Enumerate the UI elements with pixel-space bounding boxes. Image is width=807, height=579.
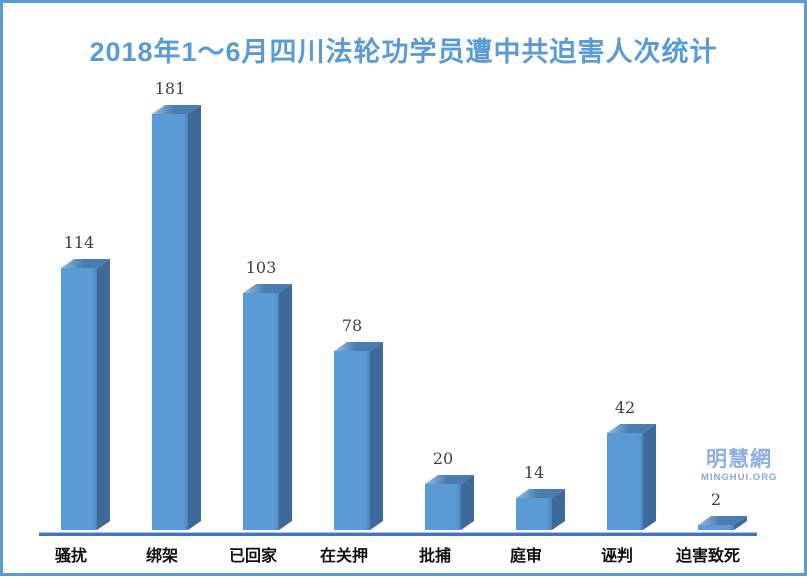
bar-front-face [698, 525, 734, 530]
bar-side-face [461, 475, 474, 530]
chart-title: 2018年1～6月四川法轮功学员遭中共迫害人次统计 [89, 37, 718, 67]
bar-front-face [425, 484, 461, 530]
bar-5: 14 [516, 465, 565, 530]
bar-value-label: 42 [614, 398, 636, 417]
bar-top-face [152, 105, 201, 114]
bar-4: 20 [425, 451, 474, 530]
bar-top-face [516, 489, 565, 498]
bar-front-face [334, 351, 370, 530]
bar-7: 2 [698, 492, 747, 530]
bar-top-face [243, 284, 292, 293]
bar-front-face [61, 268, 97, 530]
bar-value-label: 181 [154, 79, 186, 98]
bar-value-label: 78 [341, 316, 363, 335]
bar-value-label: 2 [710, 490, 722, 509]
minghui-watermark: 明慧網 MINGHUI.ORG [701, 449, 777, 483]
bar-value-label: 14 [523, 463, 545, 482]
bar-0: 114 [61, 235, 110, 530]
x-axis-line [39, 532, 757, 536]
category-labels: 骚扰 绑架 已回家 在关押 批捕 庭审 诬判 迫害致死 [3, 542, 804, 565]
bar-value-label: 114 [63, 233, 95, 252]
plot-area: 114 181 103 78 20 14 42 2 [3, 3, 807, 579]
category-label: 绑架 [145, 548, 179, 565]
category-label: 在关押 [319, 548, 369, 565]
bar-top-face [61, 259, 110, 268]
category-label: 骚扰 [54, 548, 88, 565]
category-label: 批捕 [418, 548, 452, 565]
category-label: 诬判 [600, 548, 634, 565]
bar-2: 103 [243, 260, 292, 530]
bar-value-label: 103 [245, 258, 277, 277]
bar-front-face [243, 293, 279, 530]
bar-3: 78 [334, 318, 383, 530]
bar-top-face [698, 516, 747, 525]
bar-side-face [370, 342, 383, 530]
bar-6: 42 [607, 400, 656, 530]
watermark-cn-text: 明慧網 [706, 448, 772, 471]
bar-side-face [279, 284, 292, 530]
bar-value-label: 20 [432, 449, 454, 468]
bar-top-face [334, 342, 383, 351]
category-label: 已回家 [228, 548, 278, 565]
bar-side-face [188, 105, 201, 530]
category-label: 迫害致死 [675, 548, 741, 565]
bar-front-face [152, 114, 188, 530]
bar-top-face [425, 475, 474, 484]
bar-side-face [552, 489, 565, 530]
bar-front-face [516, 498, 552, 530]
bar-side-face [643, 424, 656, 530]
bar-front-face [607, 433, 643, 530]
bar-1: 181 [152, 81, 201, 530]
watermark-en-text: MINGHUI.ORG [701, 472, 778, 483]
bar-top-face [607, 424, 656, 433]
category-label: 庭审 [509, 548, 543, 565]
bar-side-face [97, 259, 110, 530]
